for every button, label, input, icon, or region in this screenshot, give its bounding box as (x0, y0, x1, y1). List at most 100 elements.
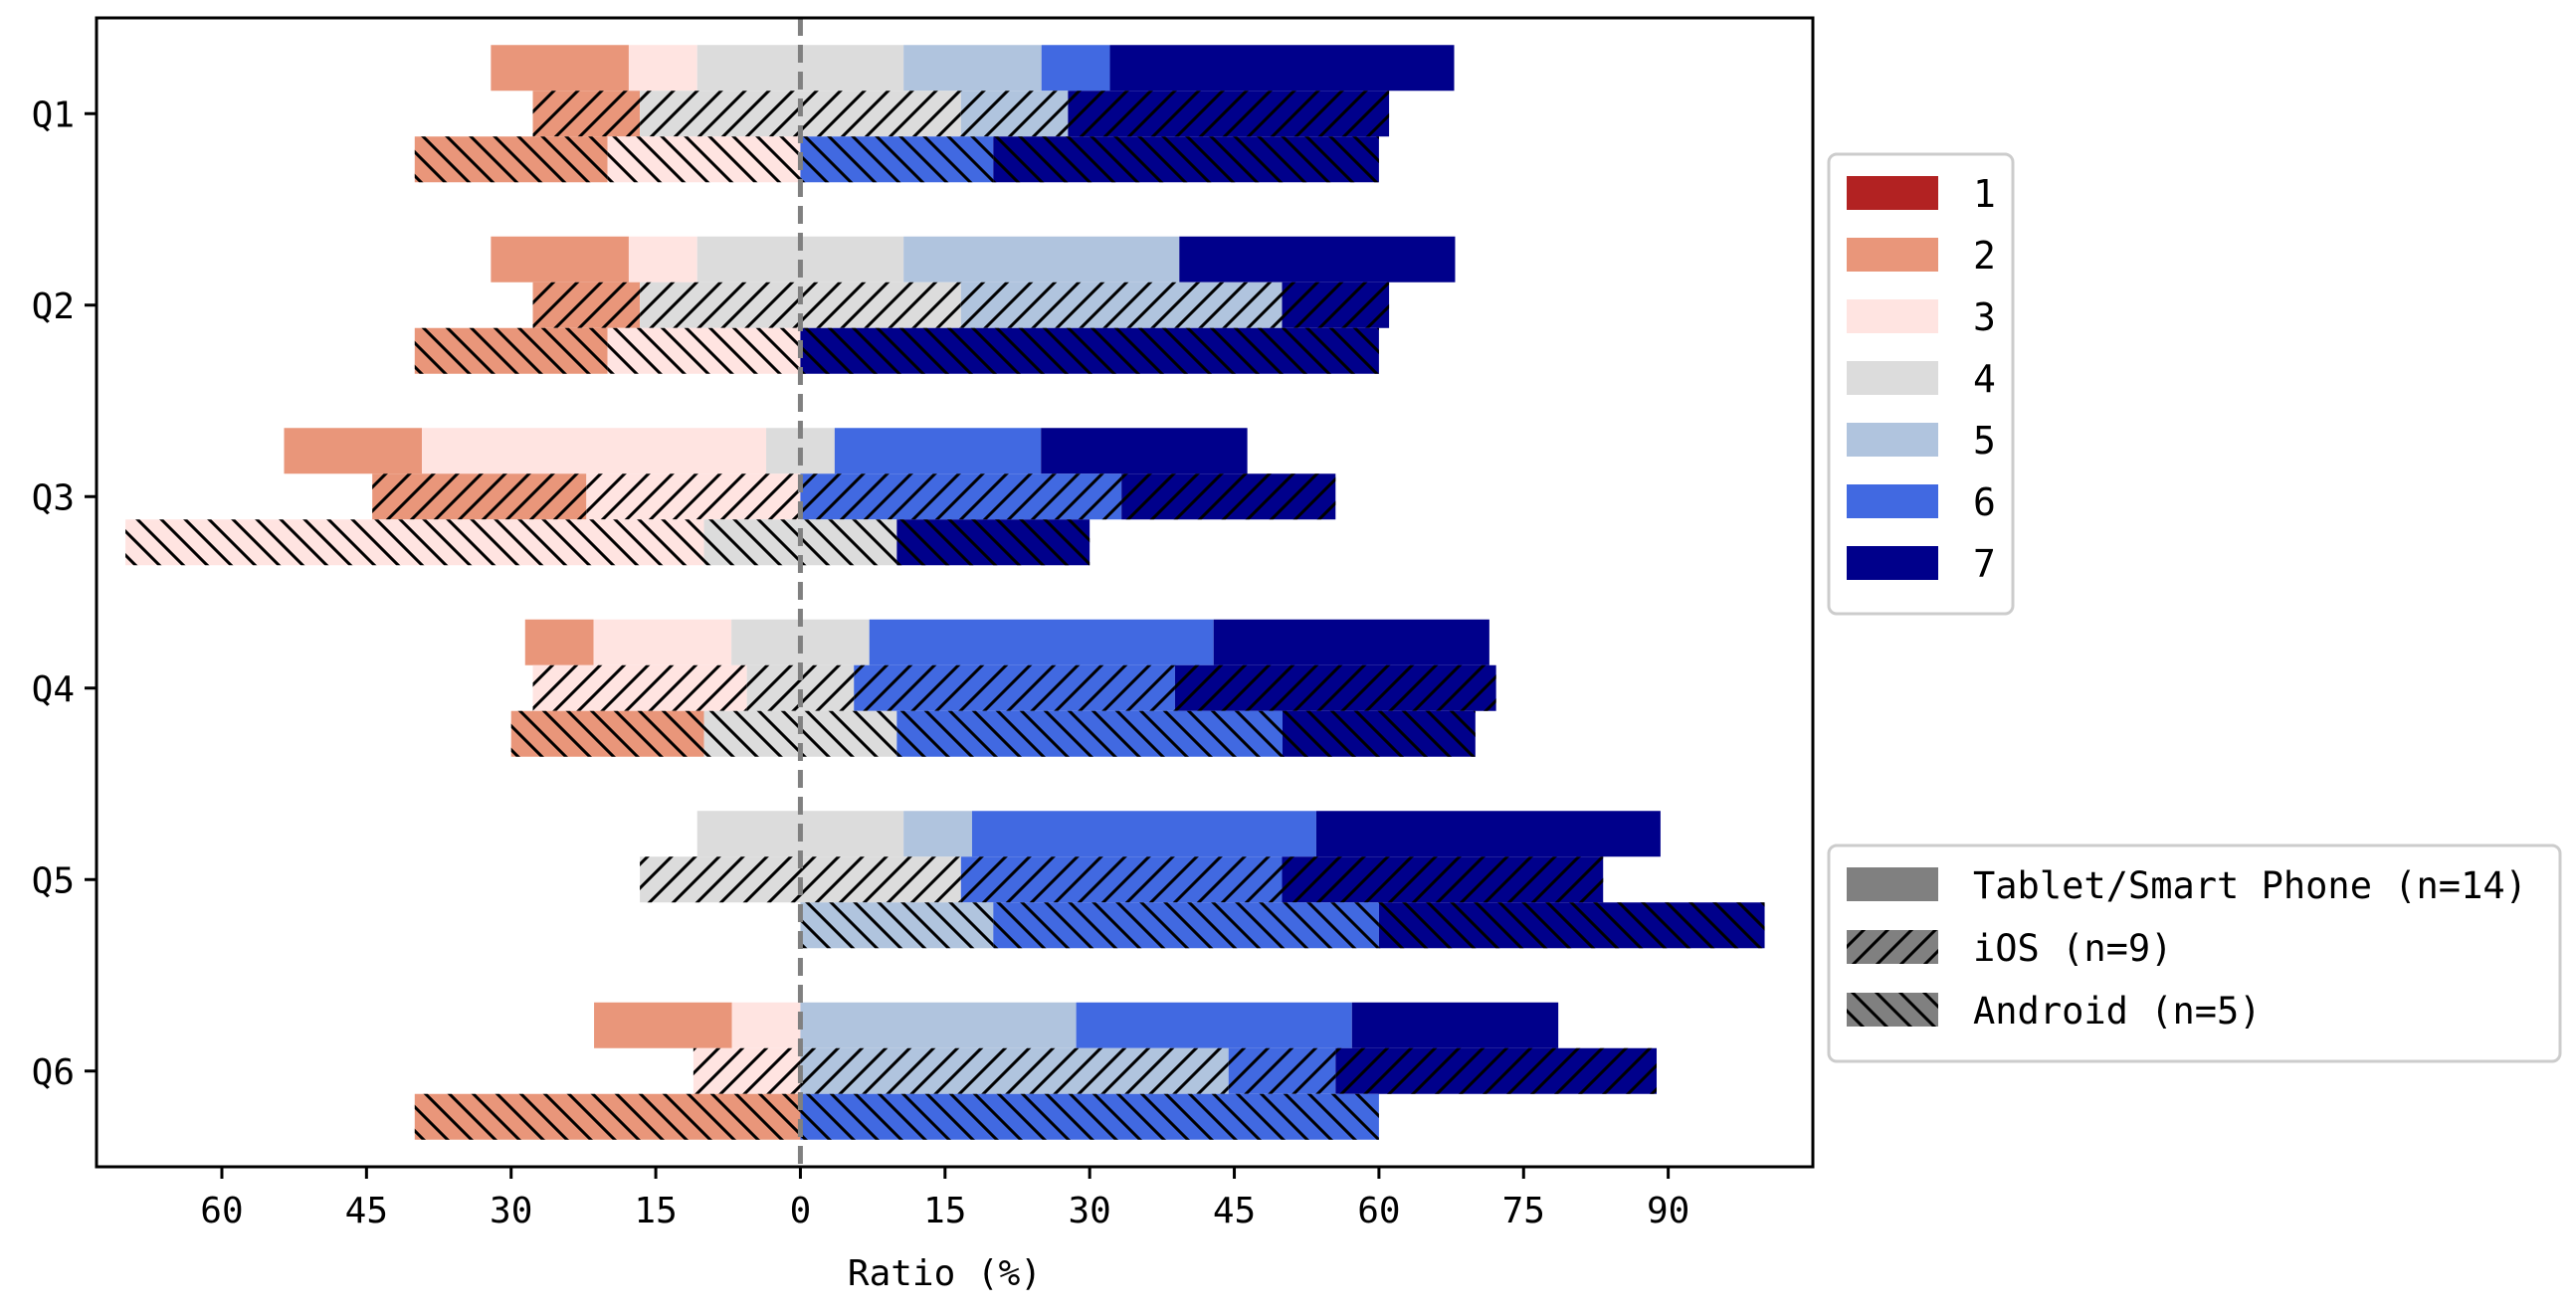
device-legend-hatch-backward (1847, 993, 1938, 1027)
bar-hatch-q1-group3-level3 (607, 136, 801, 183)
scale-legend-label-3: 3 (1973, 295, 1996, 339)
bar-hatch-q5-group3-level5 (800, 902, 994, 949)
bar-hatch-q6-group3-level2 (414, 1093, 801, 1140)
bar-segment-q2-group1-level3 (628, 236, 697, 282)
device-legend-label-none: Tablet/Smart Phone (n=14) (1973, 864, 2527, 907)
y-tick-label: Q3 (32, 477, 75, 518)
scale-legend-swatch-3 (1847, 299, 1938, 333)
y-tick-label: Q2 (32, 286, 75, 327)
x-tick-label: 15 (634, 1191, 677, 1231)
bar-hatch-q4-group2-level7 (1174, 664, 1496, 711)
bar-segment-q4-group1-level7 (1213, 619, 1489, 665)
scale-legend-label-6: 6 (1973, 480, 1996, 524)
bar-segment-q2-group1-level7 (1179, 236, 1456, 282)
bar-hatch-q3-group2-level6 (800, 473, 1122, 520)
bars-layer (125, 45, 1765, 1140)
bar-segment-q1-group1-level5 (903, 45, 1042, 92)
scale-legend-swatch-2 (1847, 238, 1938, 272)
bar-hatch-q1-group3-level2 (414, 136, 608, 183)
scale-legend-swatch-4 (1847, 361, 1938, 395)
bar-hatch-q2-group3-level7 (800, 327, 1379, 374)
bar-hatch-q4-group2-level3 (532, 664, 747, 711)
bar-hatch-q3-group3-level3 (125, 519, 704, 566)
device-legend-hatch-forward (1847, 930, 1938, 964)
bar-segment-q5-group1-level6 (971, 811, 1316, 857)
bar-hatch-q5-group3-level6 (993, 902, 1379, 949)
y-tick-label: Q5 (32, 860, 75, 901)
bar-hatch-q3-group2-level3 (586, 473, 801, 520)
bar-hatch-q5-group2-level6 (960, 856, 1283, 903)
bar-hatch-q6-group2-level5 (800, 1047, 1229, 1094)
x-tick-label: 75 (1502, 1191, 1545, 1231)
y-tick-label: Q6 (32, 1052, 75, 1093)
x-tick-label: 30 (1068, 1191, 1110, 1231)
x-tick-label: 60 (200, 1191, 243, 1231)
bar-hatch-q5-group2-level7 (1282, 856, 1604, 903)
plot-frame (95, 16, 1815, 1169)
bar-hatch-q1-group3-level6 (800, 136, 994, 183)
y-axis: Q1 Q2 Q3 Q4 Q5 Q6 (32, 94, 97, 1093)
bar-hatch-q2-group2-level5 (960, 282, 1283, 328)
bar-hatch-q2-group2-level2 (532, 282, 641, 328)
x-tick-label: 60 (1357, 1191, 1400, 1231)
bar-hatch-q6-group2-level3 (693, 1047, 801, 1094)
x-tick-label: 15 (923, 1191, 966, 1231)
x-tick-label: 0 (790, 1191, 812, 1231)
bar-hatch-q4-group3-level6 (896, 710, 1283, 757)
bar-segment-q1-group1-level7 (1109, 45, 1455, 92)
bar-segment-q2-group1-level2 (491, 236, 629, 282)
y-tick-label: Q4 (32, 669, 75, 710)
bar-segment-q4-group1-level2 (524, 619, 594, 665)
device-legend-label-backward: Android (n=5) (1973, 990, 2262, 1033)
bar-segment-q1-group1-level2 (491, 45, 629, 92)
scale-legend-label-2: 2 (1973, 234, 1996, 278)
scale-legend: 1 2 3 4 5 6 7 (1827, 152, 2015, 616)
bar-segment-q2-group1-level5 (903, 236, 1180, 282)
x-tick-label: 30 (490, 1191, 532, 1231)
scale-legend-swatch-7 (1847, 546, 1938, 580)
bar-segment-q5-group1-level7 (1315, 811, 1661, 857)
bar-segment-q6-group1-level7 (1351, 1002, 1559, 1048)
bar-hatch-q1-group2-level7 (1068, 91, 1390, 137)
bar-hatch-q3-group2-level7 (1121, 473, 1336, 520)
bar-hatch-q1-group2-level5 (960, 91, 1069, 137)
bar-segment-q3-group1-level7 (1041, 428, 1248, 474)
scale-legend-swatch-6 (1847, 484, 1938, 518)
scale-legend-label-5: 5 (1973, 419, 1996, 463)
y-tick-label: Q1 (32, 94, 75, 135)
bar-hatch-q3-group3-level7 (896, 519, 1090, 566)
bar-segment-q3-group1-level2 (284, 428, 423, 474)
bar-segment-q4-group1-level6 (869, 619, 1214, 665)
x-tick-label: 45 (345, 1191, 388, 1231)
bar-segment-q3-group1-level6 (834, 428, 1042, 474)
bar-hatch-q4-group3-level7 (1282, 710, 1476, 757)
scale-legend-swatch-5 (1847, 423, 1938, 457)
scale-legend-label-1: 1 (1973, 172, 1996, 216)
bar-hatch-q6-group3-level6 (800, 1093, 1379, 1140)
bar-hatch-q3-group2-level2 (372, 473, 587, 520)
x-axis-label: Ratio (%) (848, 1253, 1042, 1294)
x-axis: 60 45 30 15 0 15 30 45 60 75 90 (200, 1167, 1689, 1231)
bar-hatch-q2-group3-level2 (414, 327, 608, 374)
bar-hatch-q6-group2-level6 (1228, 1047, 1336, 1094)
scale-legend-swatch-1 (1847, 176, 1938, 210)
bar-segment-q6-group1-level2 (594, 1002, 732, 1048)
bar-segment-q6-group1-level5 (800, 1002, 1077, 1048)
device-legend: Tablet/Smart Phone (n=14) iOS (n=9) Androi… (1827, 844, 2562, 1063)
bar-segment-q1-group1-level3 (628, 45, 697, 92)
bar-segment-q5-group1-level5 (903, 811, 972, 857)
x-tick-label: 90 (1647, 1191, 1689, 1231)
bar-segment-q3-group1-level3 (422, 428, 767, 474)
bar-hatch-q1-group3-level7 (993, 136, 1379, 183)
scale-legend-label-4: 4 (1973, 357, 1996, 401)
bar-hatch-q1-group2-level2 (532, 91, 641, 137)
bar-hatch-q2-group2-level7 (1282, 282, 1390, 328)
device-legend-swatch-none (1847, 867, 1938, 901)
bar-hatch-q4-group3-level2 (510, 710, 704, 757)
bar-hatch-q6-group2-level7 (1335, 1047, 1658, 1094)
bar-segment-q6-group1-level6 (1076, 1002, 1352, 1048)
scale-legend-label-7: 7 (1973, 542, 1996, 586)
bar-hatch-q2-group3-level3 (607, 327, 801, 374)
